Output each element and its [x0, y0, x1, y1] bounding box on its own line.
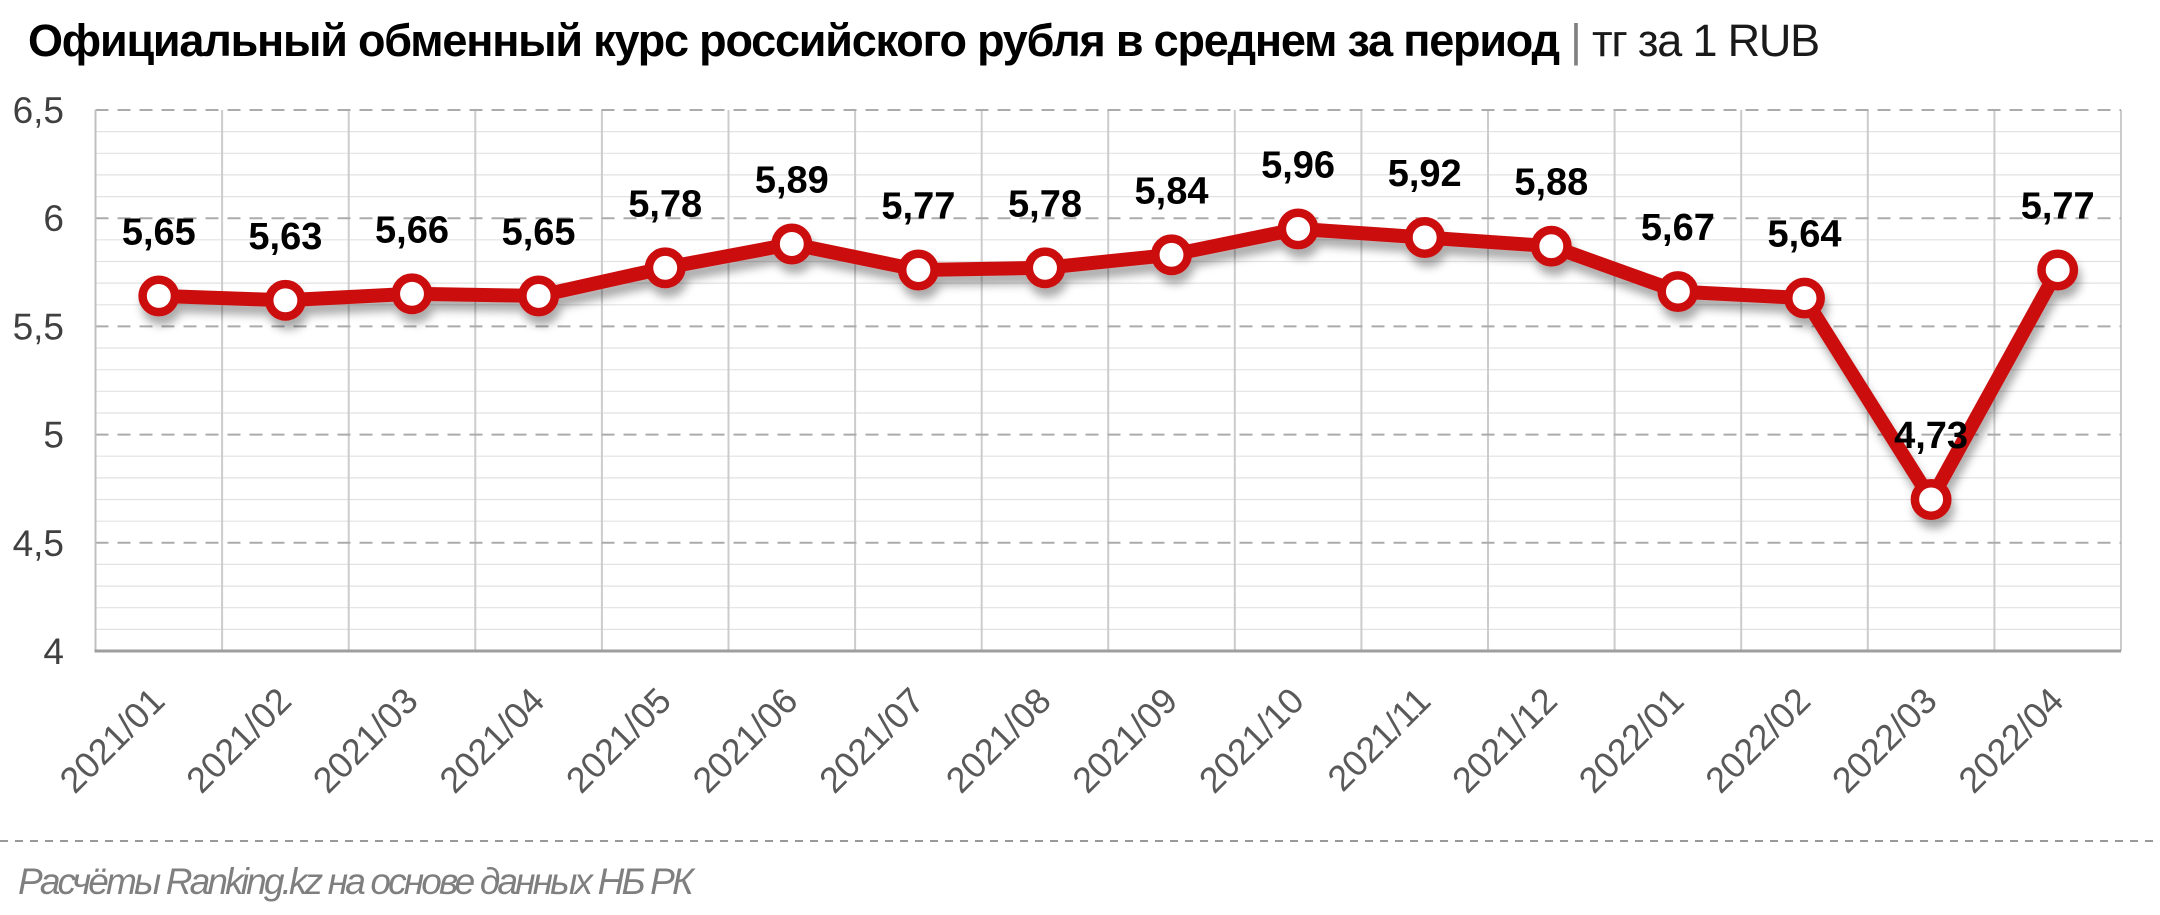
svg-text:Расчёты Ranking.kz на основе д: Расчёты Ranking.kz на основе данных НБ Р…	[18, 861, 696, 902]
svg-text:5,89: 5,89	[755, 160, 829, 202]
svg-text:2021/12: 2021/12	[1444, 680, 1565, 801]
svg-text:5,77: 5,77	[2021, 186, 2095, 228]
svg-text:5,66: 5,66	[375, 209, 449, 251]
svg-text:5,63: 5,63	[248, 216, 322, 258]
svg-text:4,5: 4,5	[13, 523, 64, 564]
svg-text:2021/11: 2021/11	[1319, 680, 1438, 799]
svg-text:Официальный обменный курс росс: Официальный обменный курс российского ру…	[28, 15, 1819, 66]
svg-text:5: 5	[43, 415, 64, 456]
svg-text:5,65: 5,65	[502, 211, 576, 253]
svg-text:5,84: 5,84	[1135, 170, 1209, 212]
svg-text:2022/04: 2022/04	[1950, 680, 2071, 801]
svg-text:2021/02: 2021/02	[178, 680, 299, 801]
svg-text:2022/01: 2022/01	[1571, 680, 1692, 801]
svg-text:2022/03: 2022/03	[1824, 680, 1945, 801]
svg-text:2021/03: 2021/03	[305, 680, 426, 801]
svg-text:5,67: 5,67	[1641, 207, 1715, 249]
svg-text:5,5: 5,5	[13, 306, 64, 347]
svg-text:6: 6	[43, 198, 64, 239]
svg-text:2021/08: 2021/08	[938, 680, 1059, 801]
svg-text:5,88: 5,88	[1514, 162, 1588, 204]
svg-text:2021/04: 2021/04	[431, 680, 552, 801]
svg-text:5,78: 5,78	[628, 183, 702, 225]
svg-text:5,78: 5,78	[1008, 183, 1082, 225]
svg-text:2021/10: 2021/10	[1191, 680, 1312, 801]
svg-text:4: 4	[43, 631, 64, 672]
svg-text:5,96: 5,96	[1261, 144, 1335, 186]
svg-text:2021/07: 2021/07	[811, 680, 932, 801]
svg-text:2022/02: 2022/02	[1697, 680, 1818, 801]
svg-text:4,73: 4,73	[1894, 415, 1968, 457]
svg-text:5,65: 5,65	[122, 211, 196, 253]
svg-text:2021/01: 2021/01	[51, 680, 172, 801]
svg-text:5,64: 5,64	[1768, 214, 1842, 256]
svg-text:6,5: 6,5	[13, 90, 64, 131]
svg-text:2021/09: 2021/09	[1064, 680, 1185, 801]
svg-text:5,92: 5,92	[1388, 153, 1462, 195]
svg-text:2021/05: 2021/05	[558, 680, 679, 801]
svg-text:5,77: 5,77	[881, 186, 955, 228]
svg-text:2021/06: 2021/06	[684, 680, 805, 801]
